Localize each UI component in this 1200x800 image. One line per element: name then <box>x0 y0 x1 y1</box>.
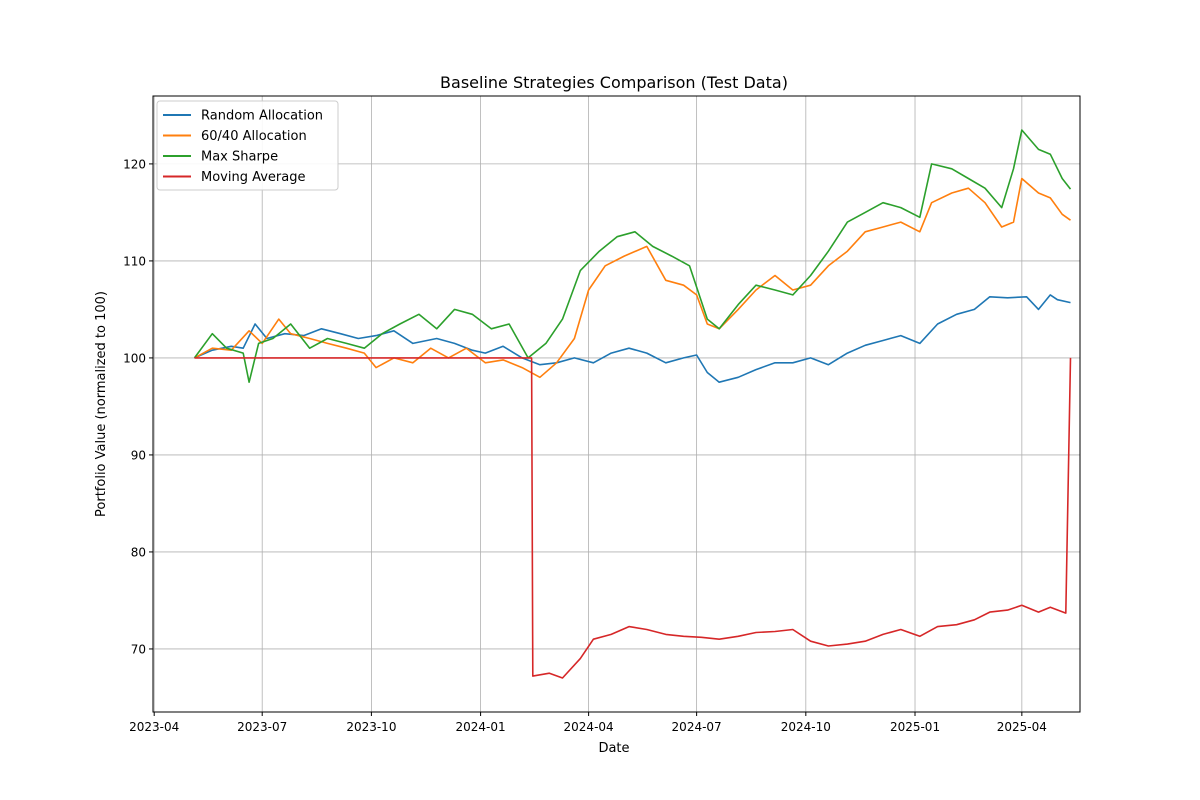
legend: Random Allocation 60/40 Allocation Max Sha… <box>156 100 339 191</box>
x-tick-label: 2023-07 <box>237 720 287 734</box>
legend-entry: Moving Average <box>201 170 305 185</box>
x-tick-label: 2024-01 <box>456 720 506 734</box>
legend-entry: 60/40 Allocation <box>201 129 307 144</box>
series-line-random-allocation <box>194 294 1071 383</box>
series-lines <box>193 129 1072 679</box>
y-tick-label: 80 <box>131 545 146 559</box>
legend-box <box>156 100 339 191</box>
legend-entry: Max Sharpe <box>201 150 278 165</box>
y-tick-label: 70 <box>131 642 146 656</box>
y-tick-label: 120 <box>123 157 146 171</box>
y-tick-label: 110 <box>123 254 146 268</box>
x-tick-label: 2025-01 <box>890 720 940 734</box>
x-tick-label: 2024-07 <box>672 720 722 734</box>
y-axis-label: Portfolio Value (normalized to 100) <box>94 291 109 517</box>
x-tick-label: 2023-10 <box>346 720 396 734</box>
chart-title: Baseline Strategies Comparison (Test Dat… <box>440 73 788 92</box>
series-line-moving-average <box>194 357 1072 679</box>
plot-frame <box>152 95 1081 713</box>
y-tick-label: 90 <box>131 448 146 462</box>
y-axis-ticks: 70 80 90 100 110 120 <box>123 157 153 656</box>
x-tick-label: 2024-10 <box>781 720 831 734</box>
series-line-60-40-allocation <box>194 177 1071 379</box>
x-axis-ticks: 2023-04 2023-07 2023-10 2024-01 2024-04 2024-… <box>129 712 1047 734</box>
x-tick-label: 2024-04 <box>564 720 614 734</box>
legend-entry: Random Allocation <box>201 109 323 124</box>
x-axis-label: Date <box>598 741 629 756</box>
series-line-max-sharpe <box>193 129 1072 383</box>
x-tick-label: 2025-04 <box>997 720 1047 734</box>
x-tick-label: 2023-04 <box>129 720 179 734</box>
y-tick-label: 100 <box>123 351 146 365</box>
